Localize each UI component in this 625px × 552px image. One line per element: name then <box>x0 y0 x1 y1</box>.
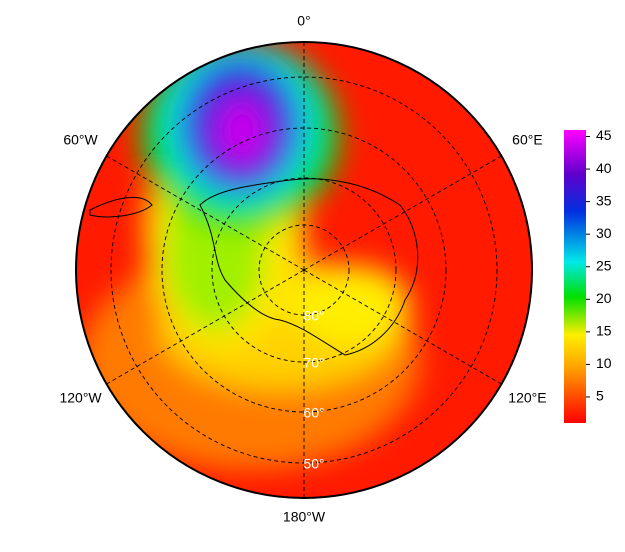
colorbar-tick-label: 25 <box>596 257 612 273</box>
colorbar-tick-label: 20 <box>596 290 612 306</box>
colorbar-tick-label: 35 <box>596 192 612 208</box>
meridian <box>106 269 305 385</box>
latitude-circle <box>211 177 397 363</box>
latitude-label: 70° <box>303 355 324 371</box>
latitude-label: 80° <box>303 308 324 324</box>
colorbar-tick-label: 40 <box>596 160 612 176</box>
latitude-label: 60° <box>303 405 324 421</box>
colorbar <box>564 130 586 423</box>
colorbar-tick-label: 10 <box>596 355 612 371</box>
meridian <box>303 269 502 385</box>
colorbar-tick-label: 15 <box>596 323 612 339</box>
longitude-label: 60°E <box>512 132 543 148</box>
graticule <box>106 42 502 498</box>
longitude-label: 0° <box>297 13 310 29</box>
colorbar-tick-label: 30 <box>596 225 612 241</box>
field <box>76 42 532 498</box>
colorbar-tick-label: 5 <box>596 388 604 404</box>
longitude-label: 180°W <box>283 509 326 525</box>
longitude-label: 120°W <box>59 390 102 406</box>
longitude-label: 120°E <box>508 390 546 406</box>
map-border <box>75 41 533 499</box>
latitude-label: 50° <box>303 456 324 472</box>
longitude-label: 60°W <box>63 132 98 148</box>
meridian <box>303 155 502 271</box>
meridian <box>106 155 305 271</box>
colorbar-tick-label: 45 <box>596 127 612 143</box>
